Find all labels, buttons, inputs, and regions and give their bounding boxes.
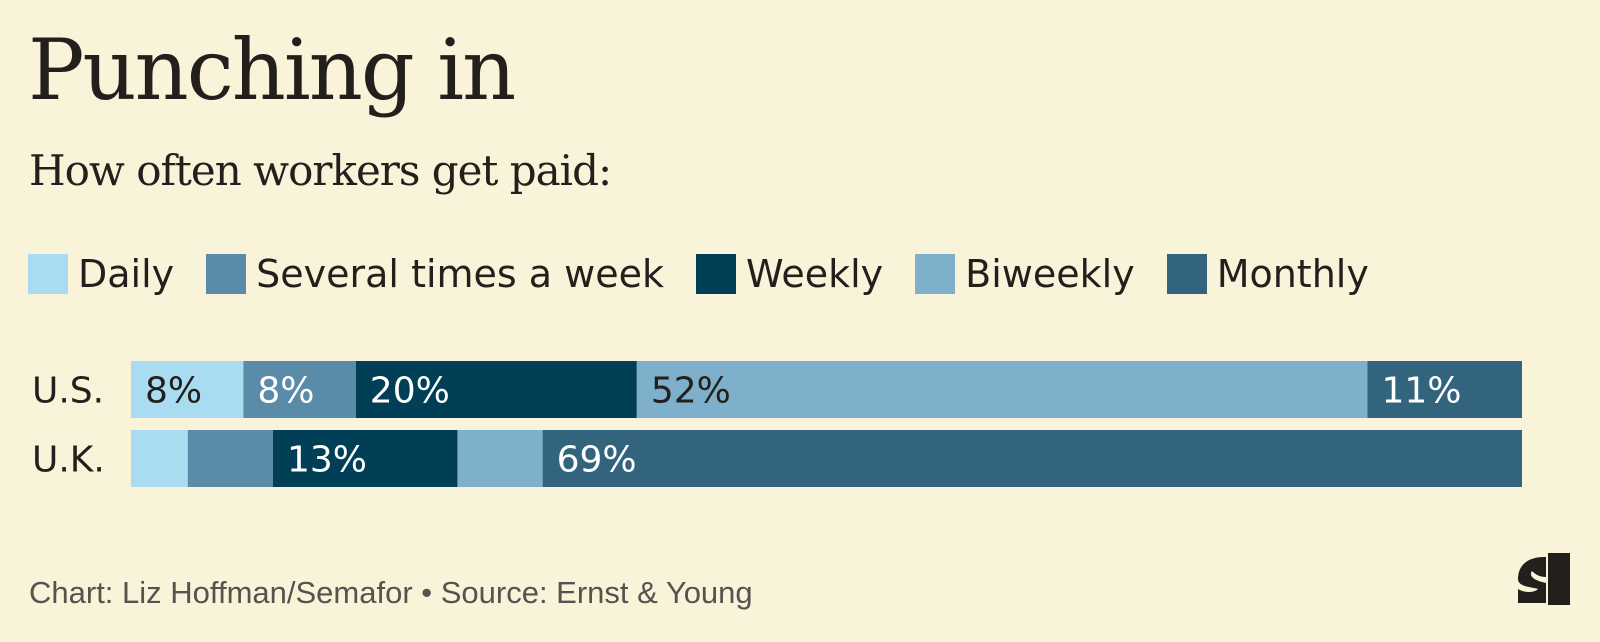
legend-item-monthly: Monthly [1166,252,1369,296]
legend-swatch-weekly [696,254,737,294]
legend-label-several: Several times a week [256,252,665,296]
legend-label-weekly: Weekly [746,252,884,296]
bar-1-2 [272,430,458,487]
bar-0-0 [131,361,244,418]
category-label-1: U.K. [32,440,105,481]
bar-0-2 [355,361,637,418]
chart-subtitle: How often workers get paid: [29,146,612,195]
bar-label-0-2: 20% [370,371,450,412]
bar-0-1 [243,361,356,418]
bar-0-4 [1367,361,1522,418]
bar-label-0-3: 52% [651,371,731,412]
bar-label-0-0: 8% [145,371,202,412]
bar-label-0-4: 11% [1381,371,1461,412]
bar-1-3 [457,430,543,487]
bar-0-3 [636,361,1368,418]
legend-item-biweekly: Biweekly [915,252,1135,296]
legend-item-daily: Daily [28,252,174,296]
legend-swatch-several [206,254,247,294]
legend-label-biweekly: Biweekly [965,252,1135,296]
legend: Daily Several times a week Weekly Biweek… [28,252,1401,296]
legend-swatch-biweekly [915,254,956,294]
category-label-0: U.S. [32,371,104,412]
legend-label-monthly: Monthly [1216,252,1369,296]
legend-item-several: Several times a week [206,252,664,296]
footer-credit: Chart: Liz Hoffman/Semafor • Source: Ern… [29,575,753,610]
legend-label-daily: Daily [78,252,175,296]
bar-label-0-1: 8% [257,371,314,412]
bar-1-0 [131,430,188,487]
bar-1-1 [187,430,273,487]
legend-swatch-daily [28,254,68,294]
chart-title: Punching in [28,21,516,119]
semafor-logo-icon [1518,553,1570,605]
bar-1-4 [542,430,1522,487]
bar-label-1-2: 13% [287,440,367,481]
legend-item-weekly: Weekly [696,252,883,296]
bar-label-1-4: 69% [557,440,637,481]
legend-swatch-monthly [1166,254,1207,294]
